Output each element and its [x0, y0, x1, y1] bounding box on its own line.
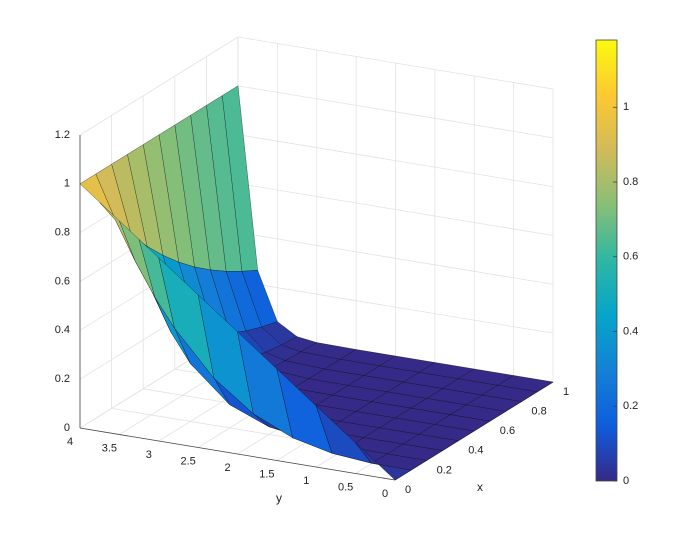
y-tick-label: 1.5	[259, 468, 274, 480]
colorbar-tick-label: 0.2	[623, 400, 638, 412]
x-tick-label: 0.8	[531, 406, 546, 418]
y-tick-label: 2.5	[180, 455, 195, 467]
colorbar-tick-label: 0.8	[623, 176, 638, 188]
z-tick-label: 1	[64, 178, 70, 190]
colorbar-tick-label: 0.6	[623, 251, 638, 263]
grid-line	[79, 36, 239, 136]
x-tick-label: 0.4	[468, 445, 483, 457]
y-axis-label: y	[276, 491, 282, 505]
y-tick-label: 4	[67, 436, 73, 448]
y-tick-label: 3.5	[102, 442, 117, 454]
y-tick-label: 3	[146, 449, 152, 461]
z-tick-label: 1.2	[55, 129, 70, 141]
x-tick-label: 0	[405, 484, 411, 496]
surface-patch	[355, 442, 412, 481]
z-tick-label: 0.2	[55, 373, 70, 385]
colorbar-tick-label: 0.4	[623, 325, 638, 337]
colorbar	[595, 39, 618, 482]
x-axis-label: x	[477, 480, 483, 494]
x-tick-label: 0.6	[500, 425, 515, 437]
x-tick-label: 0.2	[437, 464, 452, 476]
axis-line	[79, 427, 396, 481]
y-tick-label: 1	[303, 475, 309, 487]
colorbar-tick-label: 0	[623, 475, 629, 487]
colorbar-tick-label: 1	[623, 101, 629, 113]
z-tick-label: 0.6	[55, 275, 70, 287]
z-tick-label: 0	[64, 422, 70, 434]
y-tick-label: 0.5	[338, 481, 353, 493]
y-tick-label: 2	[224, 462, 230, 474]
x-tick-label: 1	[563, 386, 569, 398]
y-tick-label: 0	[382, 488, 388, 500]
z-tick-label: 0.4	[55, 324, 70, 336]
z-tick-label: 0.8	[55, 227, 70, 239]
